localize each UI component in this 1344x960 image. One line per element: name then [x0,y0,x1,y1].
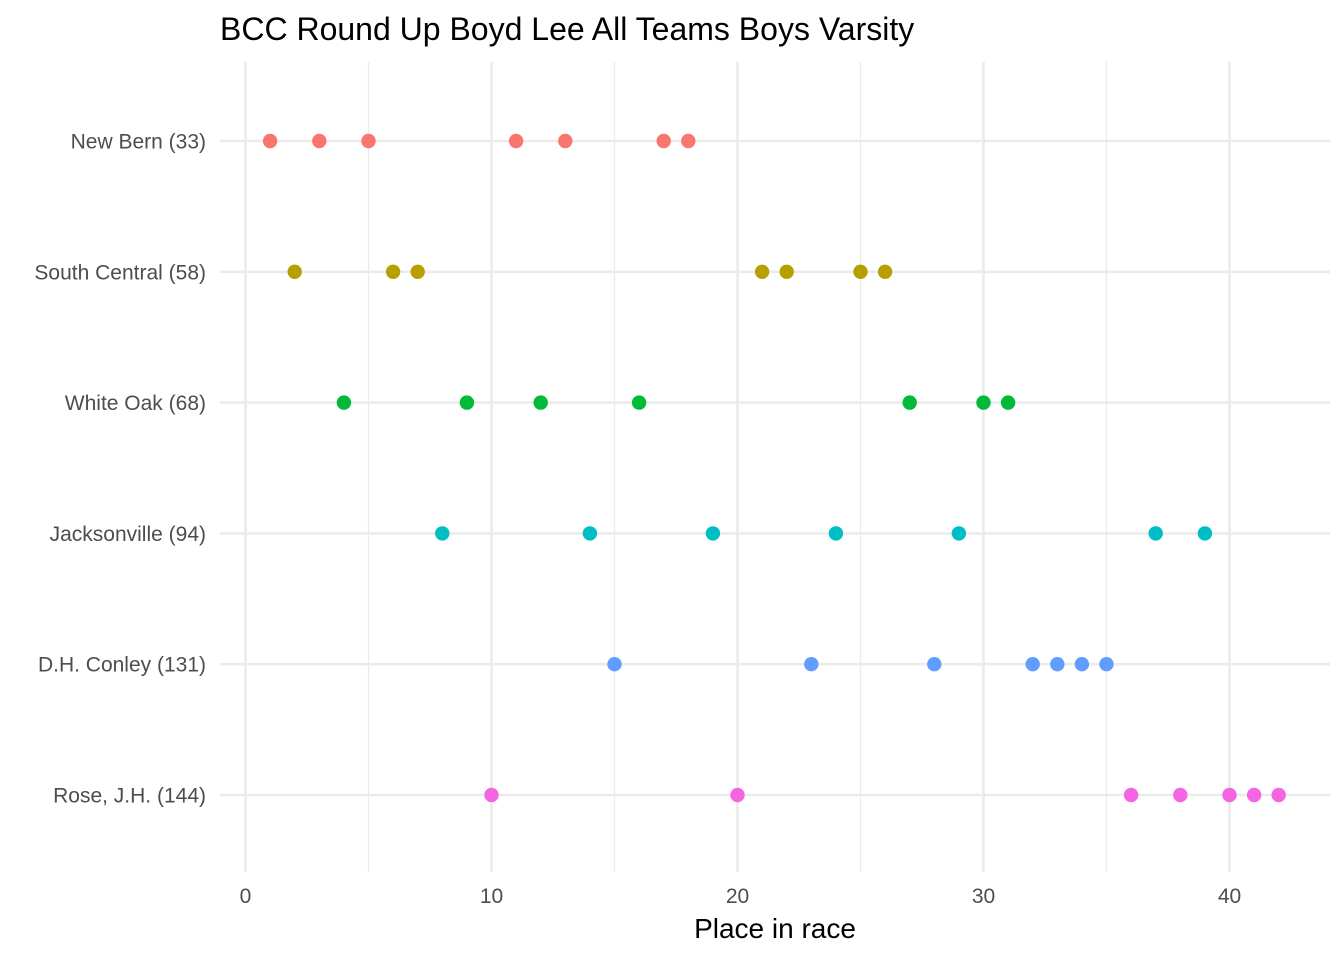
data-point [705,526,721,541]
data-point [828,526,844,541]
data-point [410,264,425,279]
x-tick-label: 30 [972,885,995,908]
data-point [877,264,893,279]
data-point [804,657,819,672]
data-point [1148,526,1163,541]
data-point [385,264,401,279]
data-point [1000,395,1016,410]
data-point [1271,787,1286,803]
data-point [287,264,302,279]
y-tick-label: Jacksonville (94) [50,523,206,546]
data-point [1173,787,1188,803]
data-point [1197,526,1213,541]
data-point [1050,657,1065,672]
x-tick-label: 10 [480,885,503,908]
data-point [1099,657,1114,672]
chart-title: BCC Round Up Boyd Lee All Teams Boys Var… [220,11,914,47]
data-point [582,526,598,541]
data-point [558,133,573,149]
x-axis-title: Place in race [694,913,856,944]
y-tick-label: White Oak (68) [65,392,206,415]
data-point [508,133,524,149]
data-point [730,787,745,803]
data-point [312,133,327,149]
data-point [1074,657,1090,672]
data-point [1025,657,1040,672]
data-point [927,657,942,672]
data-point [361,133,376,149]
data-point [607,657,622,672]
data-point [951,526,967,541]
data-point [779,264,794,279]
data-point [754,264,770,279]
grid-layer [220,62,1330,872]
data-point [681,133,696,149]
data-point [484,787,499,803]
x-axis-tick-labels: 0 10 20 30 40 [240,885,1242,908]
data-point [631,395,647,410]
data-point [853,264,868,279]
data-point [336,395,352,410]
data-point [435,526,450,541]
y-tick-label: D.H. Conley (131) [38,654,206,677]
x-tick-label: 40 [1218,885,1241,908]
data-point [533,395,548,410]
y-axis-tick-labels: New Bern (33) South Central (58) White Oak… [34,131,206,808]
y-tick-label: New Bern (33) [71,131,206,154]
x-tick-label: 20 [726,885,749,908]
data-point [1246,787,1262,803]
data-point [262,133,278,149]
data-point [1123,787,1139,803]
y-tick-label: South Central (58) [34,261,206,284]
data-point [1222,787,1237,803]
data-point [902,395,917,410]
x-tick-label: 0 [240,885,252,908]
points-layer [262,133,1286,803]
data-point [976,395,991,410]
data-point [656,133,671,149]
data-point [459,395,475,410]
y-tick-label: Rose, J.H. (144) [53,785,206,808]
